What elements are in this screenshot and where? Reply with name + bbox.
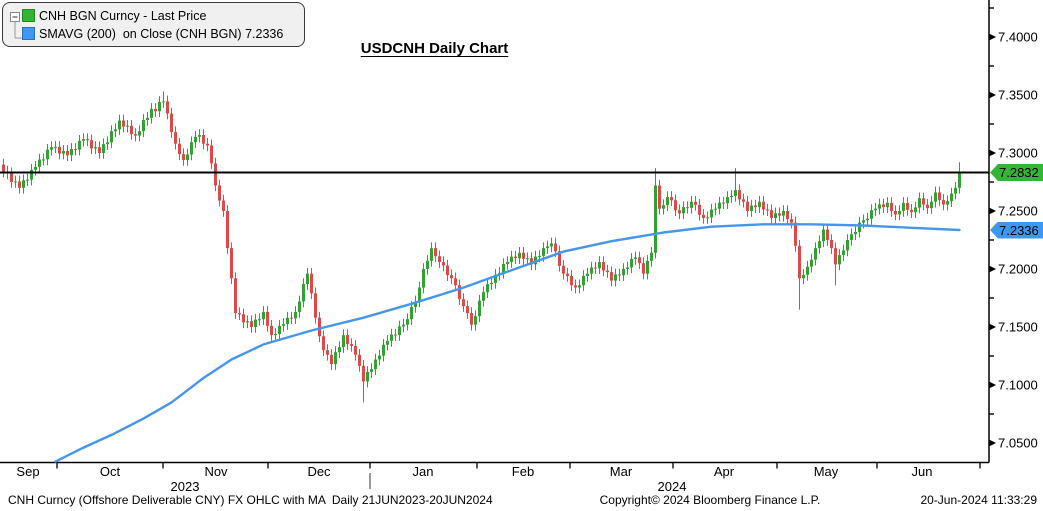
- y-axis-label: 7.2000: [998, 262, 1038, 277]
- legend-tree-expander-icon[interactable]: [9, 10, 35, 46]
- x-axis-month-label: Dec: [307, 464, 331, 479]
- smavg-swatch-icon: [22, 27, 35, 40]
- x-axis-month-label: Oct: [100, 464, 121, 479]
- x-axis-month-label: Jun: [912, 464, 933, 479]
- y-axis-label: 7.3500: [998, 88, 1038, 103]
- y-axis-tick-arrow: [989, 149, 996, 157]
- x-axis-year-label: 2024: [658, 479, 687, 494]
- y-axis: 7.4000 7.3500 7.3000 7.2500 7.2000 7.1500 7.10…: [989, 7, 1038, 451]
- y-axis-tick-arrow: [989, 91, 996, 99]
- x-axis: Sep Oct Nov Dec Jan Feb Mar Apr May Jun 2023 2024: [16, 462, 981, 494]
- legend-item-label: SMAVG (200) on Close (CNH BGN) 7.2336: [39, 26, 284, 41]
- last-price-swatch-icon: [22, 9, 35, 22]
- legend-box[interactable]: CNH BGN Curncy - Last Price SMAVG (200) …: [2, 2, 305, 47]
- y-axis-label: 7.2500: [998, 204, 1038, 219]
- x-axis-month-label: Mar: [610, 464, 633, 479]
- y-axis-label: 7.4000: [998, 30, 1038, 45]
- legend-item-label: CNH BGN Curncy - Last Price: [39, 8, 207, 23]
- x-axis-month-label: Sep: [16, 464, 39, 479]
- y-axis-tick-arrow: [989, 381, 996, 389]
- sma-value-badge: 7.2336: [990, 221, 1043, 239]
- candlesticks: [2, 91, 961, 403]
- footer-copyright-text: Copyright© 2024 Bloomberg Finance L.P.: [599, 493, 821, 507]
- x-axis-month-label: Nov: [204, 464, 228, 479]
- footer-instrument-text: CNH Curncy (Offshore Deliverable CNY) FX…: [8, 493, 493, 507]
- x-axis-month-label: Jan: [413, 464, 434, 479]
- last-price-badge: 7.2832: [990, 163, 1043, 181]
- y-axis-tick-arrow: [989, 323, 996, 331]
- y-axis-tick-arrow: [989, 207, 996, 215]
- x-axis-year-label: 2023: [171, 479, 200, 494]
- footer-timestamp-text: 20-Jun-2024 11:33:29: [920, 493, 1037, 507]
- y-axis-tick-arrow: [989, 439, 996, 447]
- y-axis-label: 7.0500: [998, 436, 1038, 451]
- x-axis-month-label: Feb: [512, 464, 534, 479]
- x-axis-month-label: Apr: [714, 464, 735, 479]
- legend-item-last-price[interactable]: CNH BGN Curncy - Last Price: [22, 8, 207, 23]
- y-axis-tick-arrow: [989, 265, 996, 273]
- y-axis-tick-arrow: [989, 33, 996, 41]
- y-axis-label: 7.3000: [998, 146, 1038, 161]
- chart-title: USDCNH Daily Chart: [360, 40, 509, 57]
- sma-line: [54, 223, 961, 463]
- legend-item-smavg[interactable]: SMAVG (200) on Close (CNH BGN) 7.2336: [22, 26, 284, 41]
- y-axis-label: 7.1500: [998, 320, 1038, 335]
- y-axis-label: 7.1000: [998, 378, 1038, 393]
- x-axis-month-label: May: [814, 464, 839, 479]
